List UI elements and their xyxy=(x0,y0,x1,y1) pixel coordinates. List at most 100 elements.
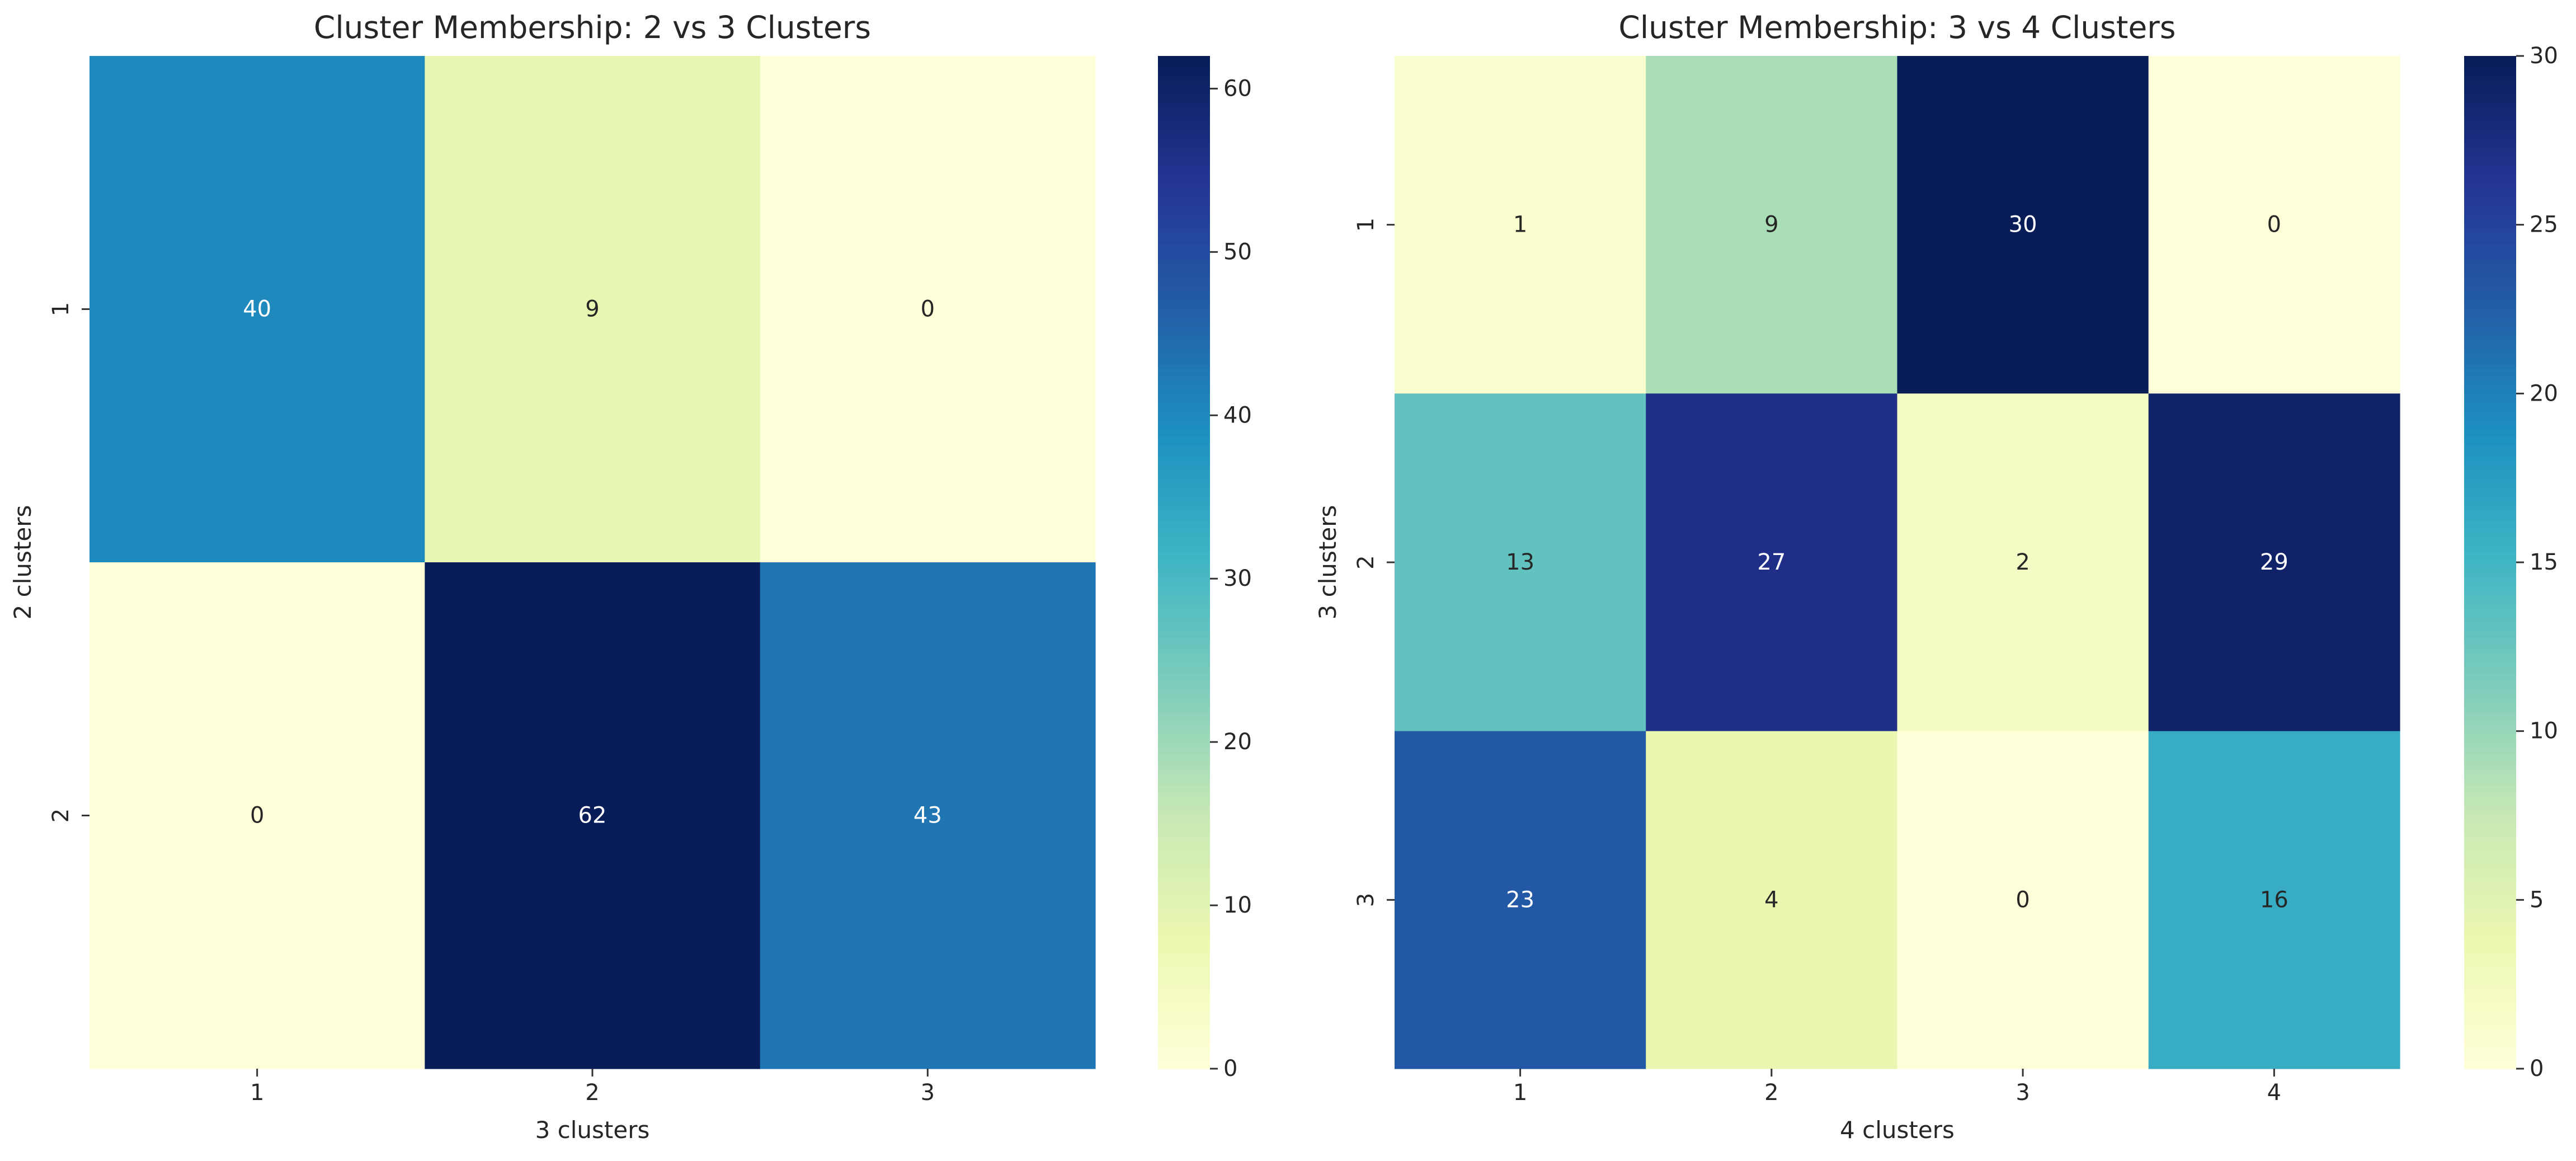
colorbar-strip xyxy=(1158,304,1210,310)
colorbar-strip xyxy=(2464,86,2516,92)
colorbar-strip xyxy=(2464,699,2516,705)
colorbar-strip xyxy=(2464,91,2516,97)
colorbar-strip xyxy=(1158,66,1210,72)
colorbar-strip xyxy=(2464,998,2516,1004)
colorbar-strip xyxy=(1158,633,1210,639)
colorbar-strip xyxy=(1158,430,1210,436)
heatmap-cell xyxy=(1897,393,2149,732)
colorbar-strip xyxy=(2464,521,2516,528)
colorbar-strip xyxy=(2464,455,2516,462)
colorbar-strip xyxy=(1158,977,1210,983)
colorbar-strip xyxy=(1158,76,1210,82)
colorbar-strip xyxy=(2464,375,2516,380)
colorbar-strip xyxy=(1158,658,1210,664)
colorbar-strip xyxy=(1158,491,1210,497)
colorbar-strip xyxy=(1158,775,1210,781)
cell-value-label: 0 xyxy=(250,803,264,829)
colorbar-strip xyxy=(2464,653,2516,659)
colorbar-strip xyxy=(1158,81,1210,87)
colorbar-strip xyxy=(1158,770,1210,775)
cell-value-label: 9 xyxy=(1764,212,1778,238)
y-tick-label: 1 xyxy=(1353,218,1379,232)
colorbar-strip xyxy=(1158,238,1210,244)
colorbar-strip xyxy=(1158,187,1210,194)
colorbar-strip xyxy=(2464,638,2516,644)
cell-value-label: 0 xyxy=(921,297,935,322)
colorbar-strip xyxy=(2464,759,2516,765)
colorbar-strip xyxy=(2464,192,2516,199)
colorbar-strip xyxy=(2464,643,2516,649)
colorbar-strip xyxy=(1158,714,1210,720)
colorbar-strip xyxy=(2464,1028,2516,1034)
colorbar-strip xyxy=(2464,967,2516,973)
colorbar-strip xyxy=(1158,669,1210,674)
colorbar-strip xyxy=(2464,800,2516,806)
colorbar-strip xyxy=(2464,405,2516,411)
colorbar-strip xyxy=(1158,739,1210,745)
colorbar-strip xyxy=(1158,521,1210,528)
colorbar-strip xyxy=(2464,547,2516,553)
colorbar-strip xyxy=(1158,91,1210,97)
colorbar-strip xyxy=(2464,511,2516,518)
colorbar-strip xyxy=(2464,861,2516,867)
colorbar-strip xyxy=(2464,1053,2516,1059)
colorbar-strip xyxy=(1158,704,1210,710)
heatmap-cell xyxy=(1897,56,2149,394)
colorbar-strip xyxy=(1158,435,1210,441)
colorbar-strip xyxy=(2464,157,2516,163)
colorbar-strip xyxy=(2464,1023,2516,1029)
colorbar-strip xyxy=(1158,1038,1210,1044)
colorbar-strip xyxy=(1158,587,1210,594)
colorbar-strip xyxy=(1158,557,1210,563)
colorbar-strip xyxy=(2464,587,2516,594)
colorbar-strip xyxy=(1158,598,1210,604)
colorbar-strip xyxy=(1158,425,1210,431)
colorbar-strip xyxy=(1158,623,1210,629)
colorbar-strip xyxy=(1158,192,1210,199)
colorbar-strip xyxy=(2464,911,2516,918)
colorbar-strip xyxy=(2464,795,2516,801)
colorbar-strip xyxy=(1158,309,1210,315)
colorbar-strip xyxy=(2464,947,2516,953)
colorbar-strip xyxy=(1158,724,1210,730)
colorbar-tick-label: 5 xyxy=(2530,887,2544,913)
colorbar-strip xyxy=(1158,339,1210,345)
colorbar-strip xyxy=(1158,947,1210,953)
colorbar-strip xyxy=(1158,765,1210,770)
colorbar-tick-label: 20 xyxy=(1223,729,1252,755)
colorbar-strip xyxy=(2464,714,2516,720)
colorbar-strip xyxy=(2464,400,2516,406)
y-axis-label: 3 clusters xyxy=(1314,505,1341,620)
colorbar-strip xyxy=(2464,445,2516,452)
colorbar-strip xyxy=(2464,815,2516,821)
colorbar-strip xyxy=(1158,223,1210,229)
colorbar-strip xyxy=(2464,81,2516,87)
colorbar-strip xyxy=(1158,385,1210,391)
colorbar-strip xyxy=(1158,71,1210,77)
colorbar-strip xyxy=(2464,876,2516,882)
colorbar-strip xyxy=(1158,420,1210,426)
colorbar-strip xyxy=(2464,552,2516,558)
colorbar-strip xyxy=(2464,785,2516,791)
colorbar-strip xyxy=(1158,375,1210,380)
colorbar-strip xyxy=(1158,674,1210,679)
colorbar-strip xyxy=(1158,243,1210,249)
colorbar-strip xyxy=(2464,121,2516,128)
colorbar-strip xyxy=(1158,719,1210,725)
colorbar-strip xyxy=(2464,425,2516,431)
colorbar-strip xyxy=(1158,137,1210,143)
colorbar-strip xyxy=(1158,815,1210,821)
colorbar-strip xyxy=(1158,501,1210,507)
colorbar-strip xyxy=(1158,203,1210,209)
colorbar-strip xyxy=(1158,324,1210,330)
colorbar-strip xyxy=(1158,360,1210,365)
colorbar-strip xyxy=(2464,810,2516,816)
colorbar-strip xyxy=(1158,679,1210,684)
heatmap-cell xyxy=(1897,731,2149,1069)
colorbar-strip xyxy=(2464,962,2516,968)
colorbar-strip xyxy=(2464,279,2516,285)
x-tick-label: 2 xyxy=(1764,1080,1778,1106)
colorbar-strip xyxy=(1158,162,1210,168)
colorbar-strip xyxy=(2464,840,2516,847)
colorbar-strip xyxy=(2464,466,2516,472)
